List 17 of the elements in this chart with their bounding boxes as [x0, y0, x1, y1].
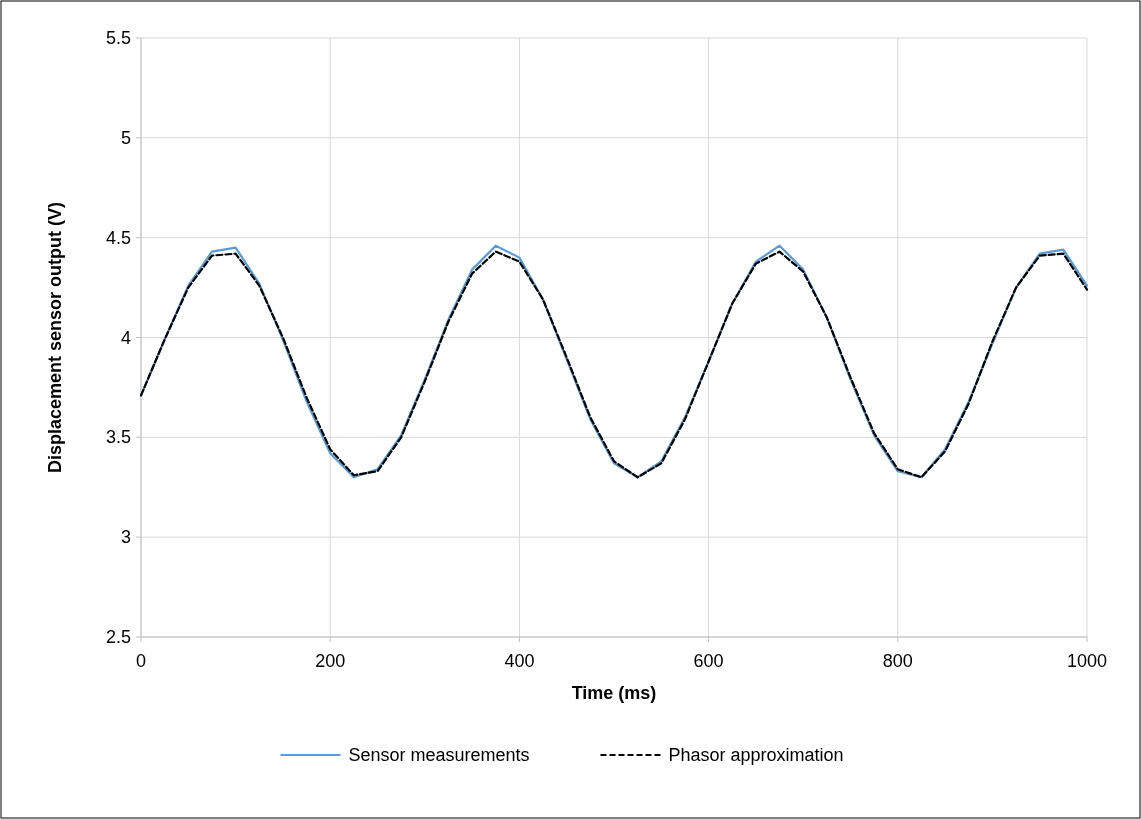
y-tick-label: 3.5 [105, 427, 131, 448]
x-tick-label: 400 [504, 651, 535, 671]
legend-label: Phasor approximation [668, 745, 844, 765]
y-tick-label: 5 [120, 127, 131, 148]
x-tick-label: 800 [882, 651, 913, 671]
y-tick-label: 4 [120, 327, 131, 348]
x-tick-label: 0 [135, 651, 147, 671]
y-tick-label: 4.5 [105, 227, 131, 248]
y-tick-label: 2.5 [105, 627, 131, 647]
x-tick-label: 1000 [1066, 651, 1108, 671]
y-tick-label: 3 [120, 527, 131, 548]
x-tick-label: 200 [315, 651, 346, 671]
x-axis-title: Time (ms) [571, 683, 657, 703]
y-axis-title: Displacement sensor output (V) [45, 201, 65, 474]
legend-label: Sensor measurements [348, 745, 530, 765]
y-tick-label: 5.5 [105, 28, 131, 48]
x-tick-label: 600 [693, 651, 724, 671]
